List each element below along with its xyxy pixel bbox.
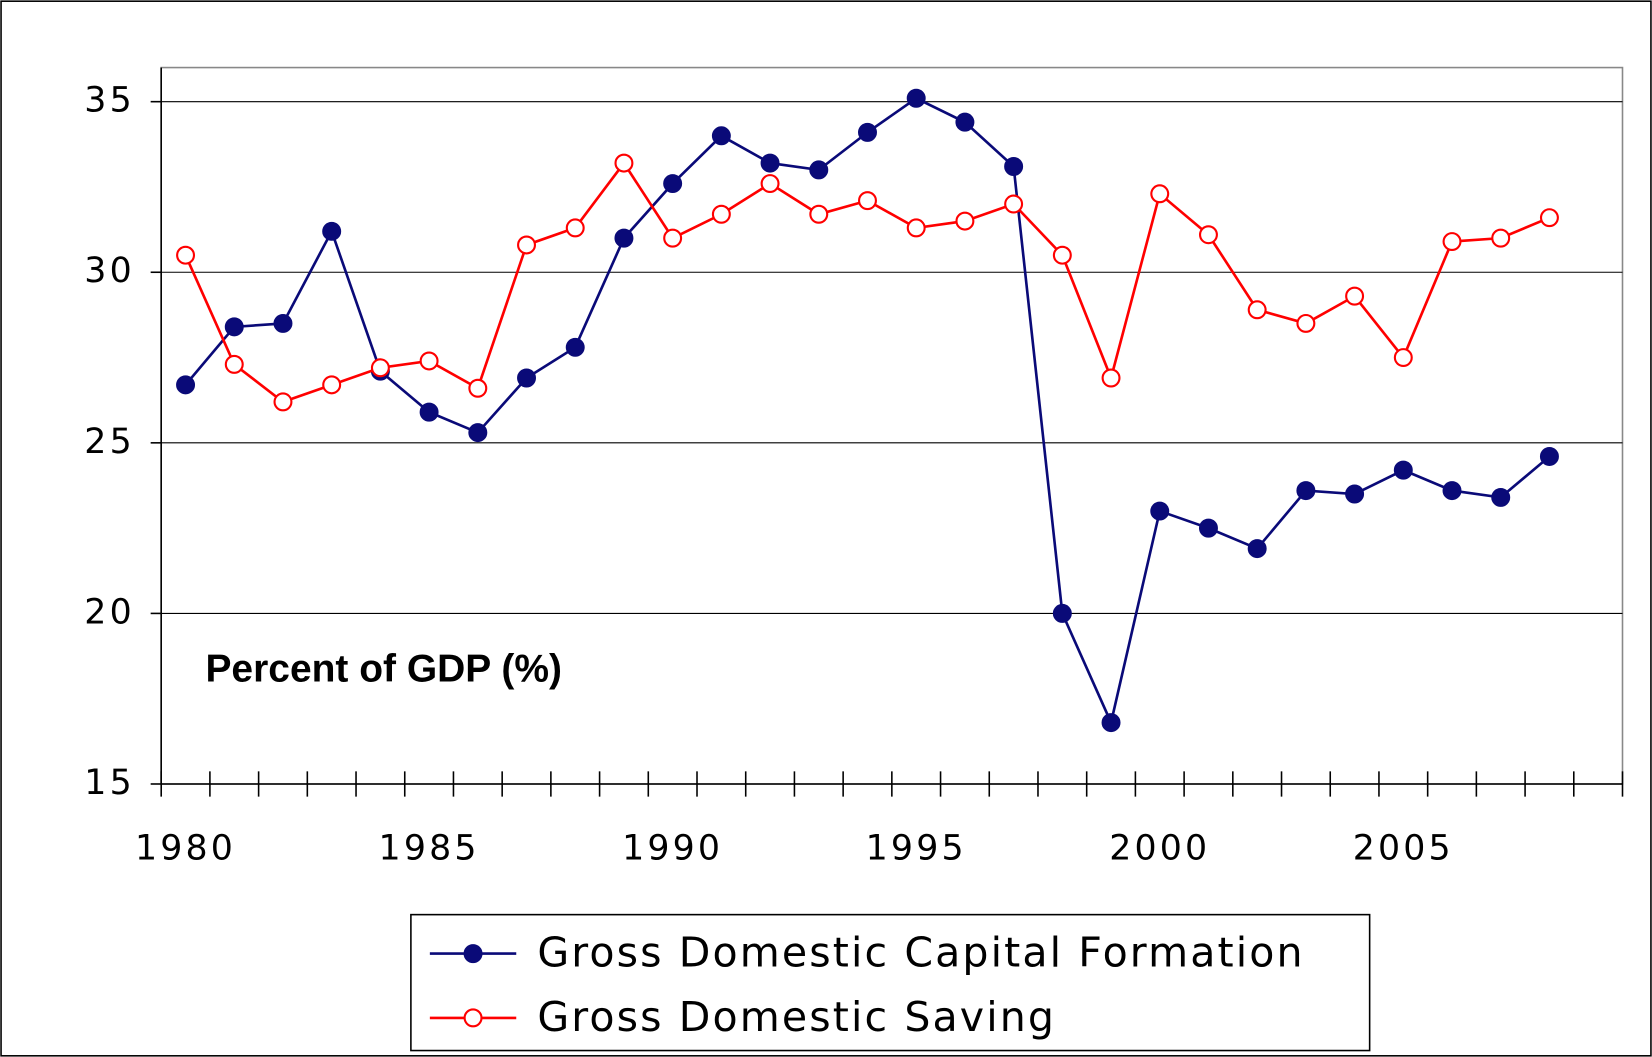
data-point xyxy=(468,378,488,398)
data-point xyxy=(224,354,244,374)
data-point xyxy=(1345,286,1365,306)
x-tick-label: 1990 xyxy=(622,828,723,868)
y-tick-label: 30 xyxy=(84,251,135,291)
plot-area xyxy=(160,66,1624,785)
data-point xyxy=(663,228,683,248)
data-point xyxy=(955,211,975,231)
data-point xyxy=(711,204,731,224)
x-tick-label: 1995 xyxy=(866,828,967,868)
x-tick-label: 1985 xyxy=(379,828,480,868)
legend-box xyxy=(410,913,1371,1052)
data-point xyxy=(1198,518,1218,538)
data-point xyxy=(322,375,342,395)
data-point xyxy=(1539,446,1559,466)
data-point xyxy=(419,402,439,422)
y-tick-label: 25 xyxy=(84,422,135,462)
data-point xyxy=(517,368,537,388)
data-point xyxy=(1004,157,1024,176)
annotation: Percent of GDP (%) xyxy=(205,648,562,691)
data-point xyxy=(1442,481,1462,501)
data-point xyxy=(906,88,926,108)
legend-marker xyxy=(463,944,483,964)
data-point xyxy=(614,153,634,173)
data-point xyxy=(1393,348,1413,368)
x-tick-label: 2005 xyxy=(1353,828,1454,868)
data-point xyxy=(1393,460,1413,480)
data-point xyxy=(1539,208,1559,228)
data-point xyxy=(176,375,196,395)
data-point xyxy=(955,112,975,132)
data-point xyxy=(1491,487,1511,507)
x-tick-label: 1980 xyxy=(135,828,236,868)
data-point xyxy=(273,392,293,412)
data-point xyxy=(809,160,829,180)
y-tick-label: 35 xyxy=(84,81,135,121)
data-point xyxy=(614,228,634,248)
data-point xyxy=(760,153,780,173)
data-point xyxy=(1198,225,1218,245)
data-point xyxy=(1296,313,1316,333)
data-point xyxy=(224,317,244,337)
data-point xyxy=(760,174,780,194)
data-point xyxy=(1052,603,1072,623)
data-point xyxy=(468,423,488,443)
y-tick-label: 15 xyxy=(84,763,135,803)
data-point xyxy=(1150,501,1170,521)
data-point xyxy=(1004,194,1024,214)
data-point xyxy=(1296,481,1316,501)
data-point xyxy=(1491,228,1511,248)
data-point xyxy=(858,191,877,211)
data-point xyxy=(1442,232,1462,252)
data-point xyxy=(809,204,829,224)
data-point xyxy=(1150,184,1170,204)
data-point xyxy=(370,358,390,378)
data-point xyxy=(1101,713,1121,733)
data-point xyxy=(419,351,439,371)
y-tick-label: 20 xyxy=(84,592,135,632)
data-point xyxy=(176,245,196,265)
data-point xyxy=(906,218,926,238)
data-point xyxy=(711,126,731,146)
data-point xyxy=(273,313,293,333)
data-point xyxy=(565,218,585,238)
data-point xyxy=(1247,300,1267,320)
data-point xyxy=(322,221,342,241)
data-point xyxy=(1247,539,1267,559)
data-point xyxy=(1052,245,1072,265)
data-point xyxy=(565,337,585,357)
data-point xyxy=(858,122,877,142)
data-point xyxy=(1345,484,1365,504)
data-point xyxy=(1101,368,1121,388)
legend-marker xyxy=(463,1008,483,1028)
data-point xyxy=(517,235,537,255)
x-tick-label: 2000 xyxy=(1109,828,1210,868)
legend-label: Gross Domestic Saving xyxy=(537,993,1056,1041)
legend: Gross Domestic Capital Formation Gross Do… xyxy=(410,913,1371,1052)
data-point xyxy=(663,174,683,194)
legend-label: Gross Domestic Capital Formation xyxy=(537,929,1304,977)
